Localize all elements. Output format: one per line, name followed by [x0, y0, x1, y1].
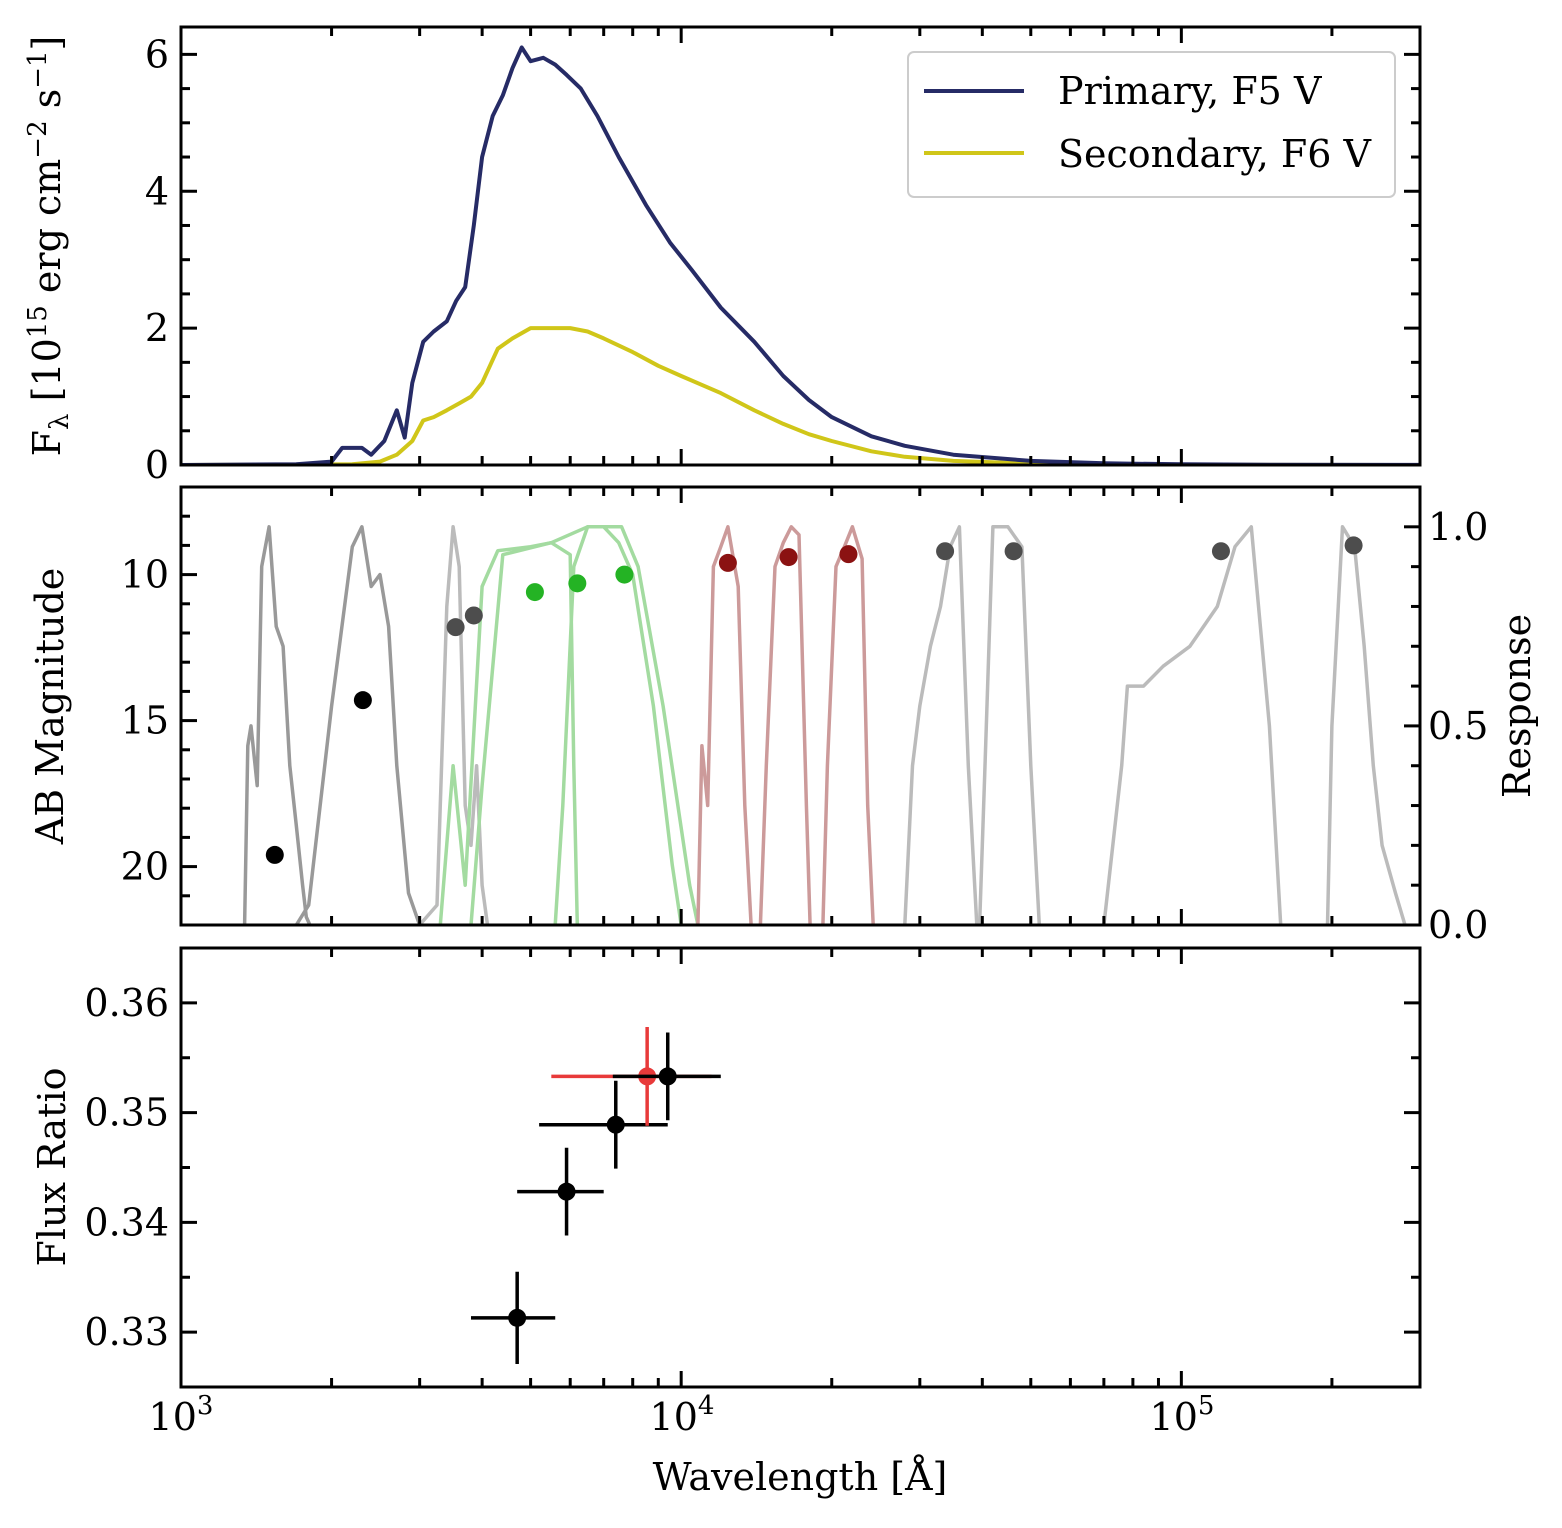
- photometry-point: [464, 606, 483, 625]
- middle-panel-frame: [179, 485, 1422, 927]
- y-tick-label: 15: [121, 699, 169, 743]
- photometry-point: [779, 548, 798, 567]
- top-panel-data: [181, 45, 1420, 465]
- top-ylabel: Fλ [1015 erg cm−2 s−1]: [23, 36, 75, 457]
- filter-curve-uv-filter: [294, 525, 422, 925]
- top-panel-ticks: 0 2 4 6: [145, 27, 1422, 487]
- filter-curve-ir-filter: [977, 525, 1042, 925]
- filter-curve-ir-filter: [1102, 525, 1283, 925]
- top-panel: 0 2 4 6 Fλ [1015 erg cm−2 s−1] Primary, F5 …: [23, 25, 1422, 487]
- photometry-point: [839, 545, 858, 564]
- y2-tick-label: 1.0: [1428, 505, 1488, 549]
- photometry-point: [1344, 536, 1363, 555]
- series-line-secondary: [181, 326, 1420, 465]
- y-tick-label: 6: [145, 32, 169, 76]
- photometry-point: [353, 691, 372, 710]
- x-tick-label-1e3: 103: [149, 1391, 214, 1439]
- filter-curve-uv-filter: [242, 525, 312, 925]
- x-axis-title: Wavelength [Å]: [653, 1455, 948, 1499]
- bottom-ylabel: Flux Ratio: [30, 1068, 74, 1267]
- flux-ratio-point: [606, 1115, 625, 1134]
- photometry-point: [615, 565, 634, 584]
- flux-ratio-point: [557, 1182, 576, 1201]
- bottom-panel: 0.33 0.34 0.35 0.36 Flux Ratio: [30, 946, 1422, 1389]
- photometry-point: [446, 618, 465, 637]
- y-tick-label: 10: [121, 553, 169, 597]
- filter-curve-green-filter: [438, 540, 580, 925]
- bottom-panel-ticks: 0.33 0.34 0.35 0.36: [84, 948, 1422, 1387]
- middle-secondary-ylabel: Response: [1495, 614, 1539, 798]
- y2-tick-label: 0.5: [1428, 704, 1488, 748]
- filter-curve-ir-filter: [903, 525, 979, 925]
- y-tick-label: 20: [121, 845, 169, 889]
- y-tick-label: 4: [145, 169, 169, 213]
- y-tick-label: 0.33: [84, 1310, 169, 1354]
- y-tick-label: 0.36: [84, 981, 169, 1025]
- legend-label-primary: Primary, F5 V: [1058, 69, 1322, 113]
- middle-panel-data: [242, 525, 1407, 925]
- photometry-point: [568, 574, 587, 593]
- x-tick-label-1e4: 104: [650, 1391, 715, 1439]
- x-tick-label-1e5: 105: [1150, 1391, 1215, 1439]
- filter-curve-red-filter: [821, 525, 875, 925]
- y-tick-label: 0.35: [84, 1091, 169, 1135]
- filter-curve-ir-filter: [1325, 525, 1407, 925]
- filter-curve-green-filter: [553, 525, 683, 925]
- top-panel-frame: [179, 25, 1422, 467]
- photometry-point: [265, 845, 284, 864]
- series-line-primary: [181, 45, 1420, 465]
- filter-curve-green-filter: [469, 525, 700, 925]
- photometry-point: [525, 583, 544, 602]
- middle-panel-ticks: 10 15 20 0.0 0.5 1.0: [121, 487, 1488, 947]
- y-tick-label: 2: [145, 306, 169, 350]
- bottom-panel-data: [470, 1027, 721, 1364]
- legend-box: [907, 51, 1396, 198]
- photometry-point: [936, 542, 955, 561]
- middle-panel: 10 15 20 0.0 0.5 1.0 AB Magnitude Response: [28, 485, 1539, 947]
- x-axis: 103 104 105 Wavelength [Å]: [149, 1391, 1215, 1499]
- legend-label-secondary: Secondary, F6 V: [1058, 132, 1372, 176]
- flux-ratio-point: [658, 1067, 677, 1086]
- photometry-point: [1004, 542, 1023, 561]
- bottom-panel-frame: [179, 946, 1422, 1389]
- middle-ylabel: AB Magnitude: [28, 568, 72, 846]
- legend: Primary, F5 V Secondary, F6 V: [907, 51, 1396, 198]
- y-tick-label: 0: [145, 443, 169, 487]
- filter-curve-red-filter: [696, 525, 753, 925]
- photometry-point: [718, 553, 737, 572]
- y2-tick-label: 0.0: [1428, 903, 1488, 947]
- photometry-point: [1211, 542, 1230, 561]
- flux-ratio-point: [508, 1308, 527, 1327]
- y-tick-label: 0.34: [84, 1200, 169, 1244]
- filter-curve-red-filter: [758, 525, 812, 925]
